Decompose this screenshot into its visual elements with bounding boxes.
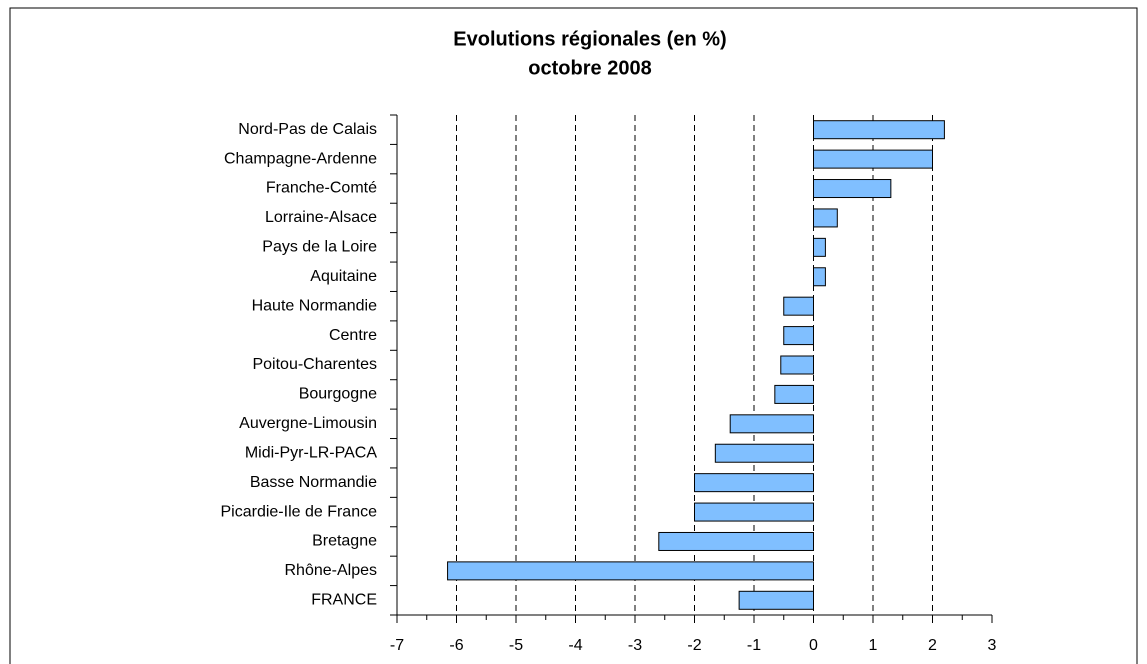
bar	[813, 267, 826, 287]
y-tick-label: Picardie-Ile de France	[220, 503, 377, 520]
bar	[658, 531, 814, 551]
bar	[780, 355, 815, 375]
x-tick-label: -4	[568, 637, 582, 654]
y-tick-label: Auvergne-Limousin	[239, 415, 377, 432]
x-tick-label: -5	[509, 637, 523, 654]
y-tick-label: Champagne-Ardenne	[224, 150, 377, 167]
y-tick-label: Lorraine-Alsace	[265, 209, 377, 226]
bar	[714, 443, 815, 463]
y-tick-label: Nord-Pas de Calais	[238, 121, 377, 138]
x-tick-label: 3	[988, 637, 997, 654]
bar	[447, 561, 814, 581]
y-tick-label: Bretagne	[312, 533, 377, 550]
y-tick-label: Centre	[329, 327, 377, 344]
y-tick-label: FRANCE	[311, 592, 377, 609]
x-tick-label: -2	[687, 637, 701, 654]
y-tick-label: Poitou-Charentes	[252, 356, 377, 373]
y-tick-label: Basse Normandie	[250, 474, 377, 491]
bar	[694, 473, 814, 493]
x-tick-label: -7	[390, 637, 404, 654]
y-tick-label: Franche-Comté	[266, 180, 377, 197]
bar	[813, 120, 945, 140]
y-tick-label: Aquitaine	[310, 268, 377, 285]
x-tick-label: 1	[869, 637, 878, 654]
y-tick-label: Midi-Pyr-LR-PACA	[245, 444, 377, 461]
bar	[813, 237, 826, 257]
bar	[783, 296, 814, 316]
bar	[774, 384, 815, 404]
y-tick-label: Bourgogne	[299, 386, 377, 403]
frame	[9, 7, 1138, 664]
x-tick-label: -6	[449, 637, 463, 654]
bar	[813, 179, 892, 199]
bar	[729, 414, 815, 434]
x-tick-label: 2	[928, 637, 937, 654]
x-tick-label: -1	[747, 637, 761, 654]
bar	[813, 208, 838, 228]
bar	[813, 149, 933, 169]
y-tick-label: Rhône-Alpes	[285, 562, 378, 579]
bar	[694, 502, 814, 522]
bar	[783, 326, 814, 346]
y-tick-label: Haute Normandie	[252, 297, 378, 314]
x-tick-label: 0	[809, 637, 818, 654]
chart-title: Evolutions régionales (en %)	[453, 28, 726, 50]
x-tick-label: -3	[628, 637, 642, 654]
chart-subtitle: octobre 2008	[528, 57, 651, 79]
bar	[738, 590, 814, 610]
y-tick-label: Pays de la Loire	[262, 239, 377, 256]
